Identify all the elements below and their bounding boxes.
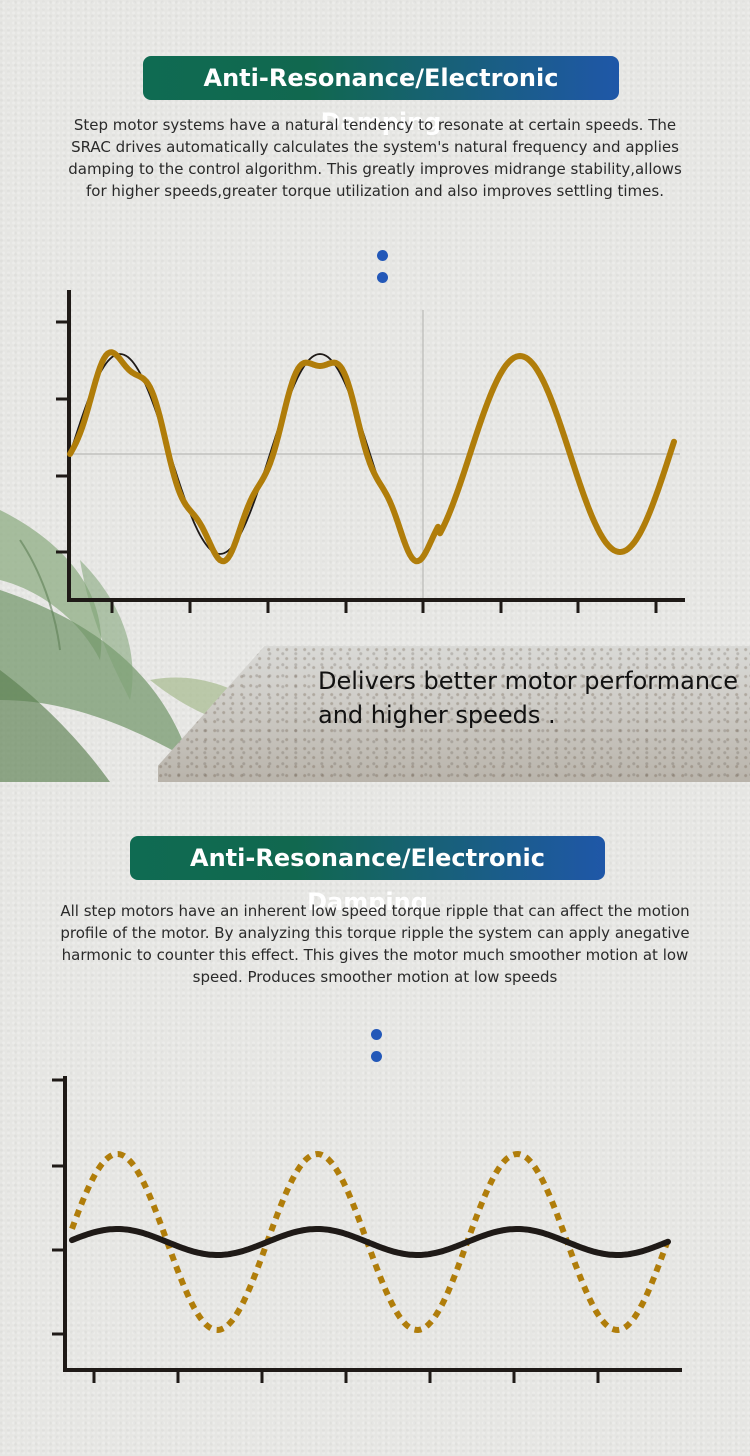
section2-title-banner: Anti-Resonance/Electronic Damping [130,836,605,916]
section1-title: Anti-Resonance/Electronic Damping [203,64,559,136]
chart2-axes [52,1076,682,1383]
dot-icon [377,272,388,283]
resonance-chart [56,290,685,613]
chart1-resonant-wave [67,349,677,565]
section1-title-banner: Anti-Resonance/Electronic Damping [143,56,619,136]
chart1-ideal-sine [69,353,383,555]
section1-description: Step motor systems have a natural tenden… [68,116,682,200]
section1-tagline: Delivers better motor performance and hi… [318,667,738,729]
chart1-axes [56,290,685,613]
stone-texture [158,646,750,782]
ripple-chart [52,1076,682,1383]
stone-slab [158,646,750,782]
chart1-grid [70,310,680,600]
chart2-smoothed-wave [69,1226,671,1258]
dot-icon [371,1051,382,1062]
section2-title: Anti-Resonance/Electronic Damping [190,844,545,916]
dot-icon [377,250,388,261]
dot-icon [371,1029,382,1040]
section2-dots [371,1029,383,1073]
section1-dots [377,250,389,294]
section2-description: All step motors have an inherent low spe… [60,902,690,986]
